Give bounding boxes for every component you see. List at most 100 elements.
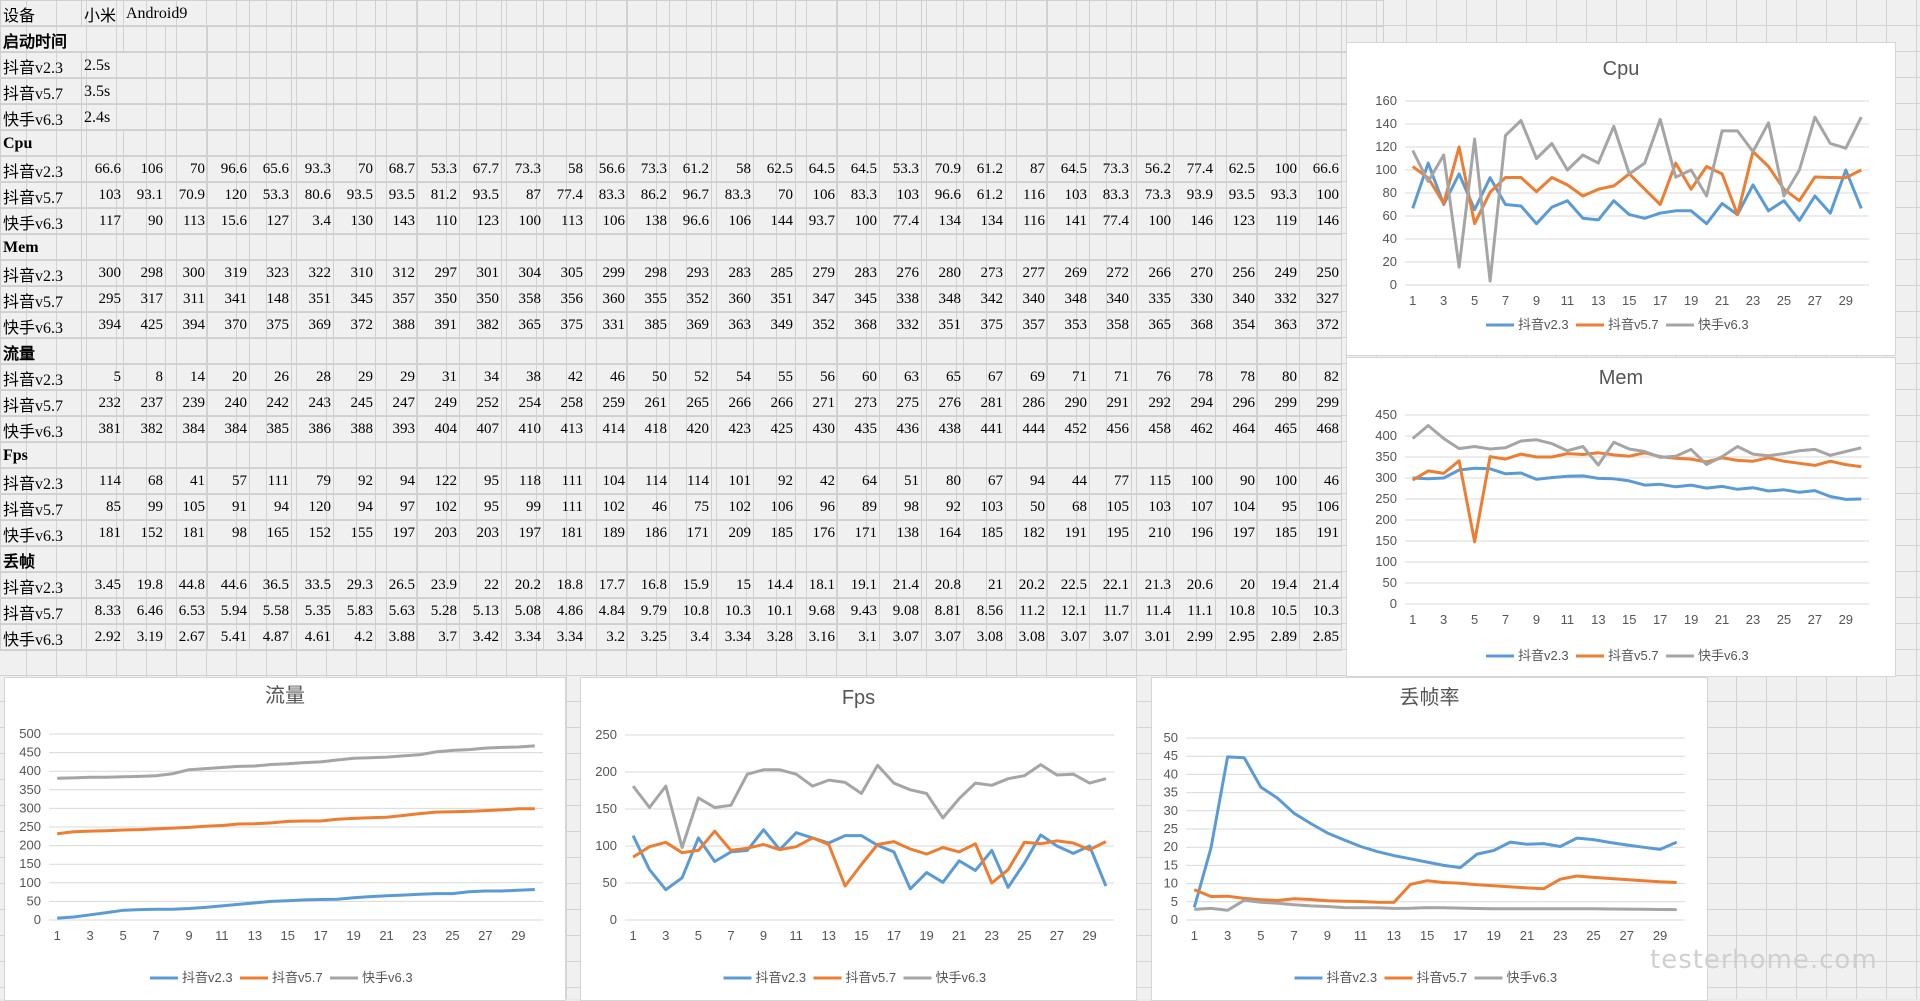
- data-cell[interactable]: 3.2: [585, 624, 628, 651]
- data-cell[interactable]: 21.3: [1131, 572, 1174, 599]
- data-cell[interactable]: 3.34: [711, 624, 754, 651]
- empty-cell[interactable]: [1173, 0, 1216, 27]
- data-cell[interactable]: 115: [1131, 468, 1174, 495]
- empty-cell[interactable]: [543, 130, 586, 157]
- data-cell[interactable]: 295: [81, 286, 124, 313]
- empty-cell[interactable]: [753, 546, 796, 573]
- data-cell[interactable]: 254: [501, 390, 544, 417]
- data-cell[interactable]: 311: [165, 286, 208, 313]
- data-cell[interactable]: 122: [417, 468, 460, 495]
- empty-cell[interactable]: [837, 546, 880, 573]
- empty-cell[interactable]: [1005, 338, 1048, 365]
- empty-cell[interactable]: [1047, 130, 1090, 157]
- data-cell[interactable]: 301: [459, 260, 502, 287]
- empty-cell[interactable]: [879, 104, 922, 131]
- data-cell[interactable]: 195: [1089, 520, 1132, 547]
- data-cell[interactable]: 357: [1005, 312, 1048, 339]
- data-cell[interactable]: 96.6: [921, 182, 964, 209]
- data-cell[interactable]: 16.8: [627, 572, 670, 599]
- data-cell[interactable]: 327: [1299, 286, 1342, 313]
- data-cell[interactable]: 436: [879, 416, 922, 443]
- data-cell[interactable]: 266: [1131, 260, 1174, 287]
- data-cell[interactable]: 100: [501, 208, 544, 235]
- empty-cell[interactable]: [1089, 52, 1132, 79]
- data-cell[interactable]: 73.3: [501, 156, 544, 183]
- data-cell[interactable]: 464: [1215, 416, 1258, 443]
- data-cell[interactable]: 332: [1257, 286, 1300, 313]
- data-cell[interactable]: 105: [165, 494, 208, 521]
- empty-cell[interactable]: [459, 104, 502, 131]
- data-cell[interactable]: 111: [543, 494, 586, 521]
- empty-cell[interactable]: [375, 546, 418, 573]
- data-cell[interactable]: 93.1: [123, 182, 166, 209]
- data-cell[interactable]: 304: [501, 260, 544, 287]
- empty-cell[interactable]: [963, 0, 1006, 27]
- empty-cell[interactable]: [627, 0, 670, 27]
- empty-cell[interactable]: [711, 104, 754, 131]
- empty-cell[interactable]: [1299, 78, 1342, 105]
- data-cell[interactable]: 385: [249, 416, 292, 443]
- empty-cell[interactable]: [459, 546, 502, 573]
- data-cell[interactable]: 296: [1215, 390, 1258, 417]
- data-cell[interactable]: 63: [879, 364, 922, 391]
- empty-cell[interactable]: [543, 52, 586, 79]
- empty-cell[interactable]: [1257, 234, 1300, 261]
- data-cell[interactable]: 138: [879, 520, 922, 547]
- data-cell[interactable]: 81.2: [417, 182, 460, 209]
- data-cell[interactable]: 98: [207, 520, 250, 547]
- empty-cell[interactable]: [501, 442, 544, 469]
- data-cell[interactable]: 79: [291, 468, 334, 495]
- empty-cell[interactable]: [165, 104, 208, 131]
- empty-cell[interactable]: [711, 0, 754, 27]
- empty-cell[interactable]: [753, 78, 796, 105]
- data-cell[interactable]: 68: [123, 468, 166, 495]
- data-cell[interactable]: 31: [417, 364, 460, 391]
- data-cell[interactable]: 95: [459, 494, 502, 521]
- data-cell[interactable]: 2.92: [81, 624, 124, 651]
- data-cell[interactable]: 100: [1173, 468, 1216, 495]
- empty-cell[interactable]: [837, 234, 880, 261]
- empty-cell[interactable]: [585, 78, 628, 105]
- data-cell[interactable]: 256: [1215, 260, 1258, 287]
- empty-cell[interactable]: [165, 546, 208, 573]
- data-cell[interactable]: 444: [1005, 416, 1048, 443]
- data-cell[interactable]: 209: [711, 520, 754, 547]
- empty-cell[interactable]: [1173, 546, 1216, 573]
- data-cell[interactable]: 64.5: [795, 156, 838, 183]
- empty-cell[interactable]: [669, 26, 712, 53]
- data-cell[interactable]: 73.3: [627, 156, 670, 183]
- data-cell[interactable]: 171: [837, 520, 880, 547]
- empty-cell[interactable]: [879, 234, 922, 261]
- data-cell[interactable]: 3.88: [375, 624, 418, 651]
- data-cell[interactable]: 58: [711, 156, 754, 183]
- data-cell[interactable]: 144: [753, 208, 796, 235]
- data-cell[interactable]: 54: [711, 364, 754, 391]
- data-cell[interactable]: 358: [1089, 312, 1132, 339]
- data-cell[interactable]: 78: [1173, 364, 1216, 391]
- empty-cell[interactable]: [1089, 0, 1132, 27]
- row-label[interactable]: 快手v6.3: [0, 104, 82, 131]
- data-cell[interactable]: 323: [249, 260, 292, 287]
- data-cell[interactable]: 65.6: [249, 156, 292, 183]
- empty-cell[interactable]: [585, 104, 628, 131]
- empty-cell[interactable]: [333, 52, 376, 79]
- empty-cell[interactable]: [459, 78, 502, 105]
- data-cell[interactable]: 92: [921, 494, 964, 521]
- data-cell[interactable]: 96.7: [669, 182, 712, 209]
- data-cell[interactable]: 102: [585, 494, 628, 521]
- empty-cell[interactable]: [921, 104, 964, 131]
- data-cell[interactable]: 9.43: [837, 598, 880, 625]
- empty-cell[interactable]: [249, 234, 292, 261]
- data-cell[interactable]: 70: [333, 156, 376, 183]
- empty-cell[interactable]: [417, 338, 460, 365]
- data-cell[interactable]: 123: [459, 208, 502, 235]
- data-cell[interactable]: 4.84: [585, 598, 628, 625]
- empty-cell[interactable]: [207, 104, 250, 131]
- data-cell[interactable]: 341: [207, 286, 250, 313]
- empty-cell[interactable]: [1005, 442, 1048, 469]
- empty-cell[interactable]: [375, 234, 418, 261]
- data-cell[interactable]: 2.67: [165, 624, 208, 651]
- data-cell[interactable]: 298: [627, 260, 670, 287]
- data-cell[interactable]: 8.81: [921, 598, 964, 625]
- device-label[interactable]: 设备: [0, 0, 82, 27]
